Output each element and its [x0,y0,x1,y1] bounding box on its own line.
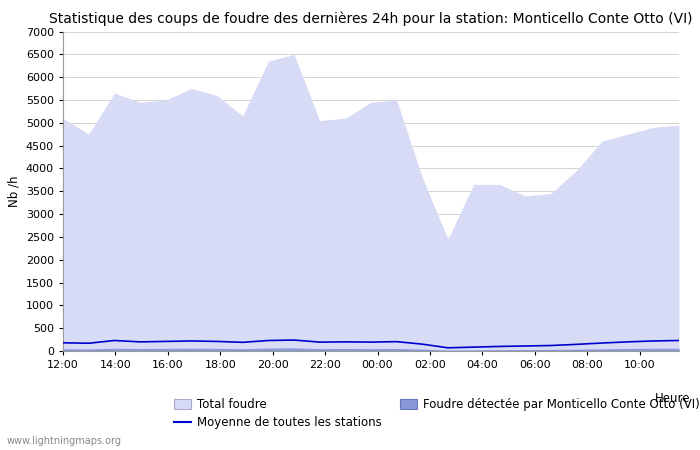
Text: Heure: Heure [654,392,690,405]
Legend: Total foudre, Moyenne de toutes les stations, Foudre détectée par Monticello Con: Total foudre, Moyenne de toutes les stat… [174,398,700,429]
Title: Statistique des coups de foudre des dernières 24h pour la station: Monticello Co: Statistique des coups de foudre des dern… [49,12,693,26]
Text: www.lightningmaps.org: www.lightningmaps.org [7,436,122,446]
Y-axis label: Nb /h: Nb /h [7,176,20,207]
